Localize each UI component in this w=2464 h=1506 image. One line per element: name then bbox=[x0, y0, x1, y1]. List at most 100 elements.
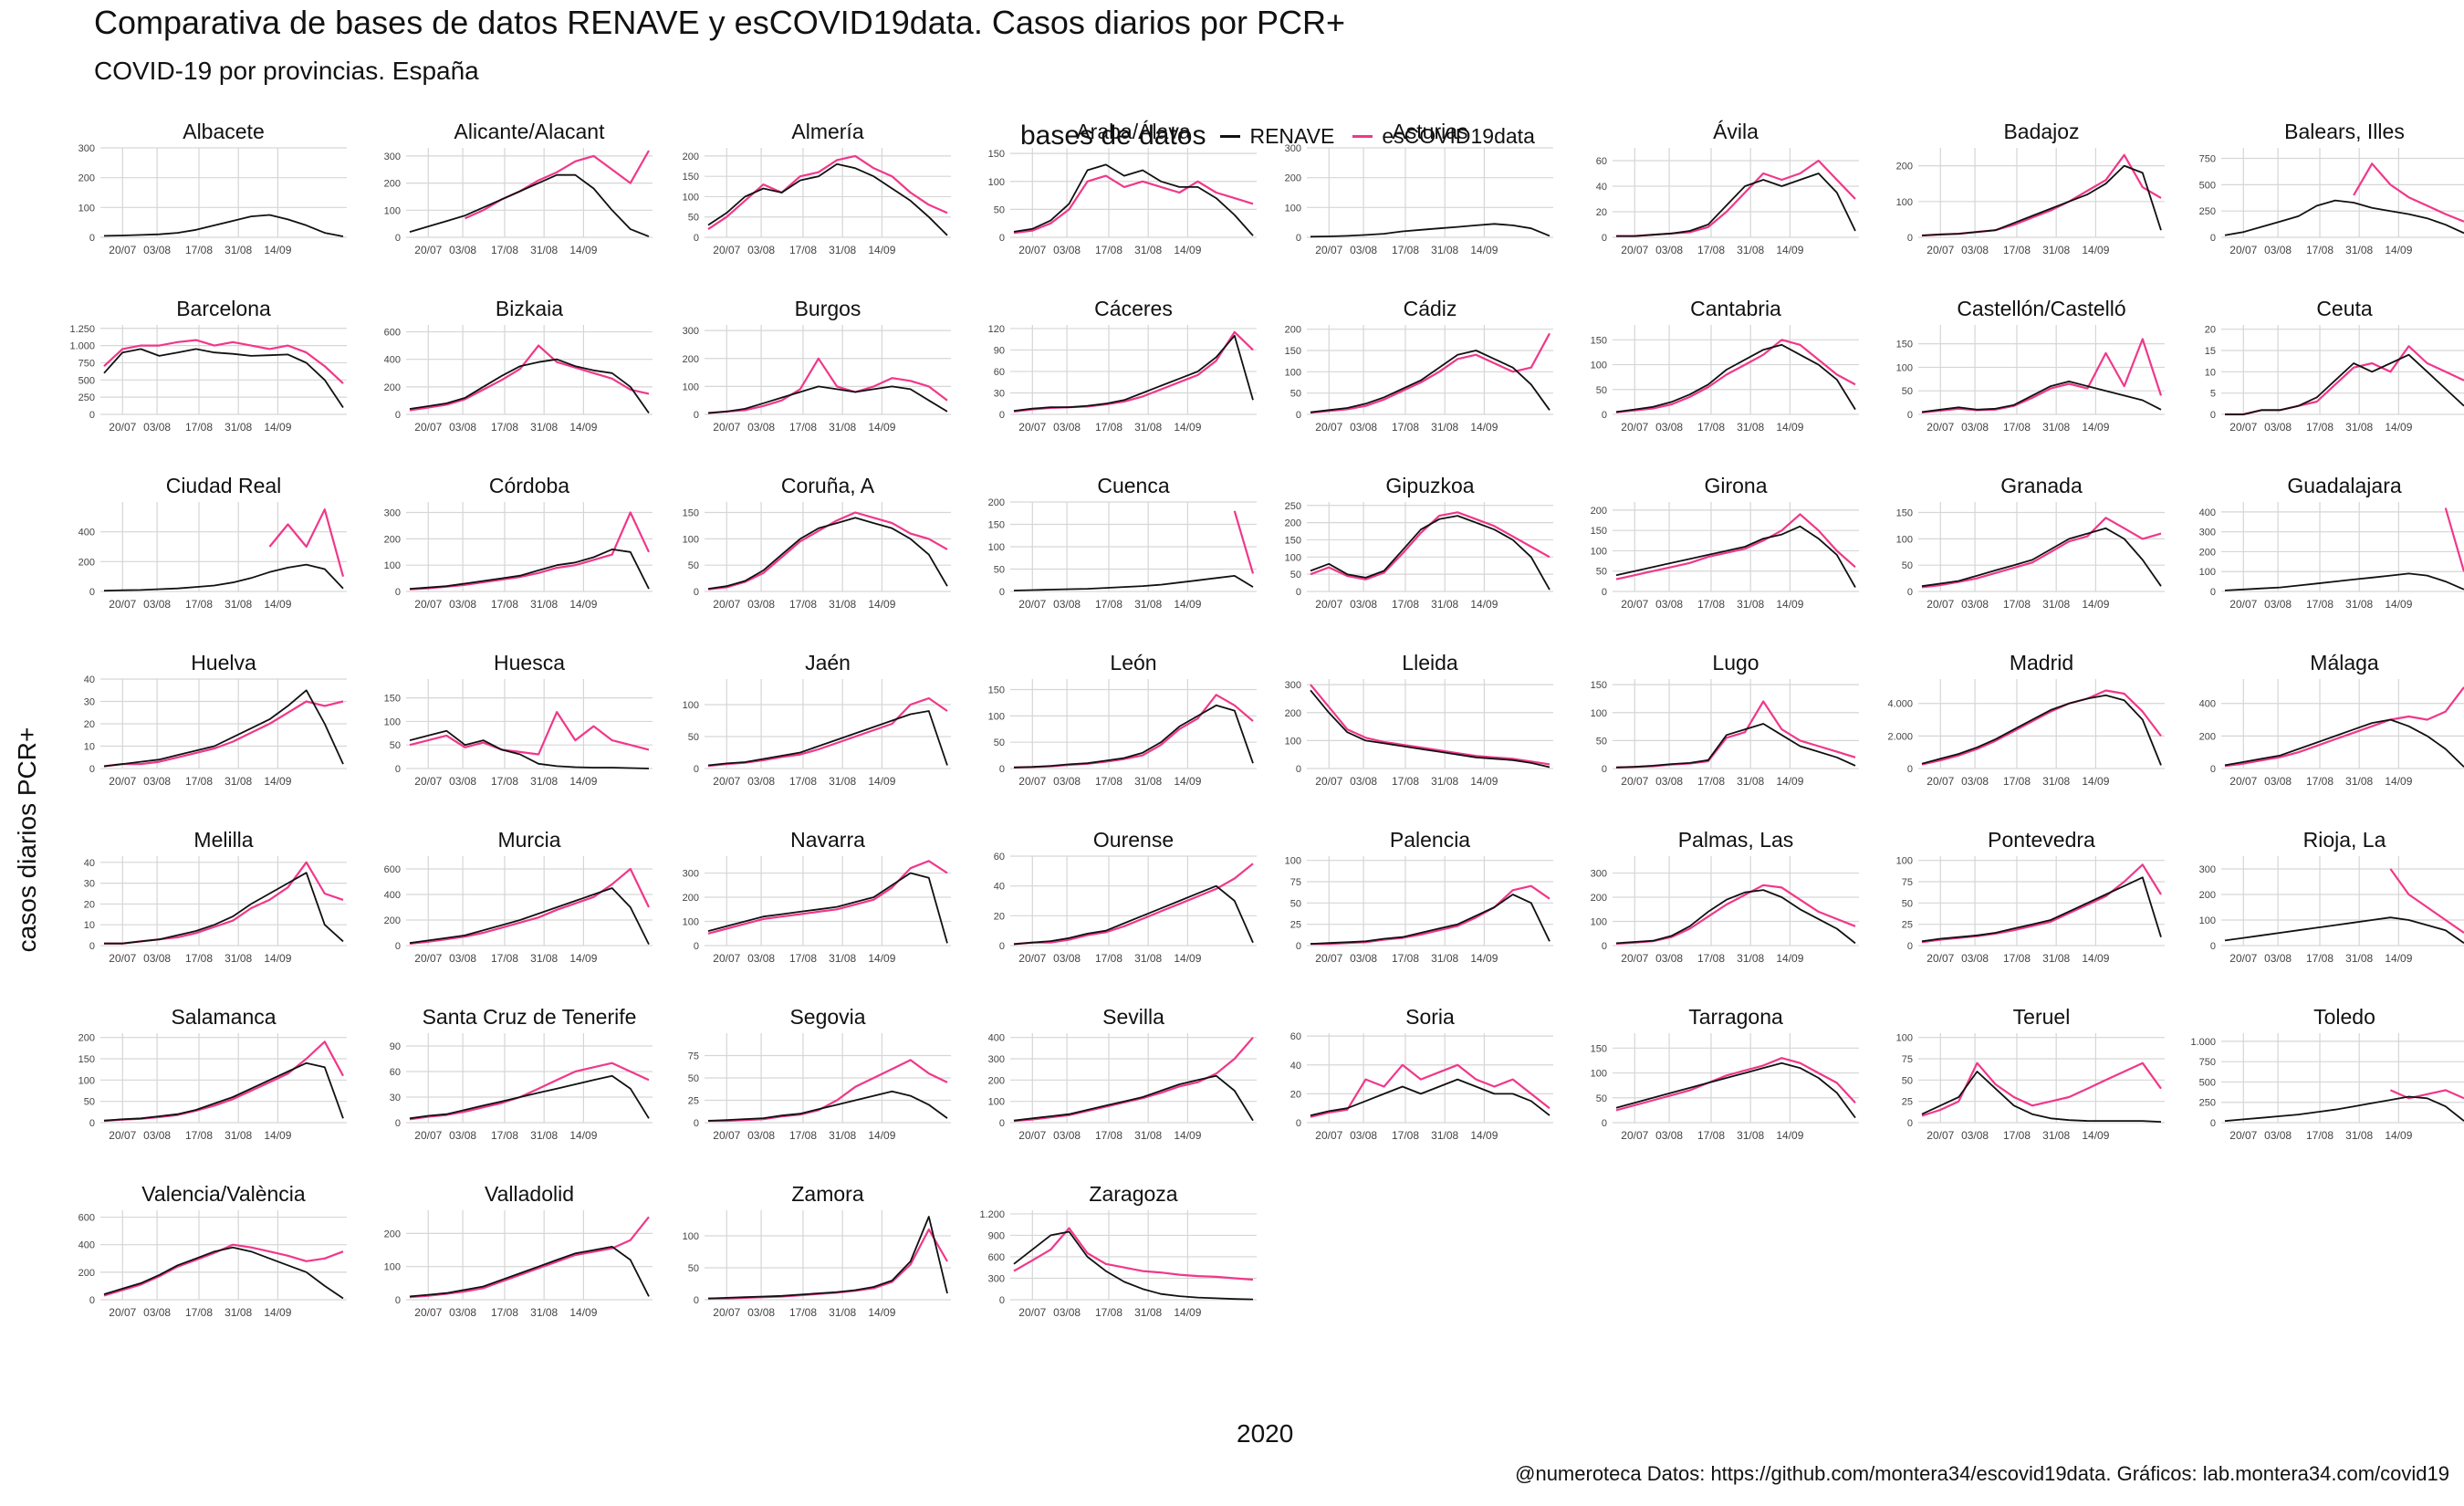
y-tick-label: 120 bbox=[988, 324, 1005, 335]
x-tick-label: 17/08 bbox=[2306, 952, 2333, 965]
y-tick-label: 400 bbox=[2199, 699, 2216, 710]
x-tick-label: 31/08 bbox=[530, 244, 558, 256]
facet-title: Madrid bbox=[2010, 651, 2073, 675]
series-escovid19data-line bbox=[2444, 507, 2464, 572]
series-renave-line bbox=[707, 385, 948, 414]
series-renave-line bbox=[1013, 704, 1254, 769]
facet-lugo: Lugo 0 50 100 150 20/07 03/08 17/08 31/08 14/09 bbox=[1591, 651, 1859, 788]
facet-avila: Ávila 0 20 40 60 20/07 03/08 17/08 31/08 14/09 bbox=[1596, 120, 1859, 256]
facet-granada: Granada 0 50 100 150 20/07 03/08 17/08 31/08 14/0… bbox=[1896, 474, 2165, 611]
y-tick-label: 60 bbox=[1290, 1031, 1301, 1042]
x-tick-label: 03/08 bbox=[449, 244, 476, 256]
x-tick-label: 20/07 bbox=[1315, 775, 1342, 788]
y-tick-label: 50 bbox=[1902, 898, 1913, 909]
y-tick-label: 75 bbox=[1290, 877, 1301, 888]
facet-santa-cruz-de-tenerife: Santa Cruz de Tenerife 0 30 60 90 20/07 03/08 1… bbox=[390, 1005, 653, 1142]
y-tick-label: 100 bbox=[1285, 856, 1301, 867]
y-tick-label: 0 bbox=[1296, 941, 1301, 952]
facet-barcelona: Barcelona 0 250 500 750 1.000 1.250 20/07 03/08 1… bbox=[69, 297, 347, 434]
y-tick-label: 750 bbox=[2199, 1057, 2216, 1068]
y-tick-label: 50 bbox=[1902, 1075, 1913, 1086]
series-escovid19data-line bbox=[1310, 684, 1550, 766]
x-tick-label: 31/08 bbox=[224, 598, 252, 611]
x-tick-label: 31/08 bbox=[1431, 775, 1458, 788]
x-tick-label: 03/08 bbox=[2264, 775, 2292, 788]
x-tick-label: 14/09 bbox=[264, 1306, 291, 1319]
facet-title: Albacete bbox=[183, 120, 265, 143]
x-tick-label: 17/08 bbox=[2003, 1129, 2031, 1142]
y-tick-label: 100 bbox=[1591, 1069, 1607, 1080]
x-tick-label: 14/09 bbox=[1174, 598, 1201, 611]
x-tick-label: 31/08 bbox=[1737, 952, 1764, 965]
y-tick-label: 150 bbox=[988, 520, 1005, 531]
x-tick-label: 20/07 bbox=[1926, 775, 1954, 788]
series-escovid19data-line bbox=[2353, 162, 2464, 223]
x-tick-label: 17/08 bbox=[185, 775, 213, 788]
y-tick-label: 10 bbox=[2205, 367, 2216, 378]
series-renave-line bbox=[2224, 718, 2464, 768]
x-tick-label: 03/08 bbox=[1350, 598, 1377, 611]
y-tick-label: 100 bbox=[384, 1262, 401, 1273]
y-tick-label: 150 bbox=[1285, 535, 1301, 546]
x-tick-label: 17/08 bbox=[1392, 244, 1419, 256]
y-tick-label: 40 bbox=[1596, 182, 1607, 193]
series-escovid19data-line bbox=[268, 508, 345, 577]
x-tick-label: 17/08 bbox=[491, 1306, 518, 1319]
x-tick-label: 31/08 bbox=[1431, 421, 1458, 434]
y-tick-label: 250 bbox=[2199, 1098, 2216, 1109]
x-tick-label: 17/08 bbox=[789, 952, 817, 965]
facet-palmas-las: Palmas, Las 0 100 200 300 20/07 03/08 17/08 31/0… bbox=[1591, 828, 1859, 965]
y-tick-label: 150 bbox=[1896, 508, 1913, 519]
facet-melilla: Melilla 0 10 20 30 40 20/07 03/08 17/08 31/08 14/0… bbox=[84, 828, 347, 965]
series-renave-line bbox=[1921, 1071, 2162, 1123]
facet-sevilla: Sevilla 0 100 200 300 400 20/07 03/08 17/08 31/08… bbox=[988, 1005, 1257, 1142]
series-renave-line bbox=[103, 214, 344, 237]
y-tick-label: 1.000 bbox=[69, 341, 95, 352]
y-tick-label: 300 bbox=[1285, 143, 1301, 154]
y-tick-label: 50 bbox=[1902, 386, 1913, 397]
y-tick-label: 0 bbox=[2210, 587, 2216, 598]
x-tick-label: 17/08 bbox=[1697, 421, 1725, 434]
y-tick-label: 100 bbox=[1591, 917, 1607, 928]
facet-title: Burgos bbox=[795, 297, 861, 320]
y-tick-label: 0 bbox=[89, 941, 95, 952]
x-tick-label: 20/07 bbox=[109, 244, 136, 256]
x-tick-label: 17/08 bbox=[1697, 1129, 1725, 1142]
x-tick-label: 17/08 bbox=[491, 1129, 518, 1142]
x-tick-label: 14/09 bbox=[2082, 598, 2109, 611]
series-escovid19data-line bbox=[1921, 1062, 2162, 1117]
x-tick-label: 17/08 bbox=[1392, 952, 1419, 965]
y-tick-label: 100 bbox=[1285, 367, 1301, 378]
x-tick-label: 14/09 bbox=[1174, 244, 1201, 256]
x-tick-label: 14/09 bbox=[868, 1129, 895, 1142]
x-tick-label: 31/08 bbox=[2042, 598, 2070, 611]
y-tick-label: 100 bbox=[1896, 362, 1913, 373]
y-tick-label: 250 bbox=[1285, 501, 1301, 512]
facet-title: Cádiz bbox=[1404, 297, 1457, 320]
x-tick-label: 17/08 bbox=[2306, 598, 2333, 611]
facet-title: Valencia/València bbox=[141, 1182, 306, 1206]
x-tick-label: 03/08 bbox=[449, 1306, 476, 1319]
x-tick-label: 03/08 bbox=[449, 421, 476, 434]
y-tick-label: 300 bbox=[683, 326, 699, 337]
series-escovid19data-line bbox=[1013, 1036, 1254, 1123]
x-tick-label: 31/08 bbox=[829, 1306, 856, 1319]
facet-salamanca: Salamanca 0 50 100 150 200 20/07 03/08 17/08 31/0… bbox=[78, 1005, 347, 1142]
y-tick-label: 60 bbox=[1596, 156, 1607, 167]
y-tick-label: 0 bbox=[89, 233, 95, 244]
series-renave-line bbox=[409, 358, 650, 414]
facet-title: Teruel bbox=[2013, 1005, 2071, 1029]
x-tick-label: 20/07 bbox=[1018, 244, 1046, 256]
chart-title: Comparativa de bases de datos RENAVE y e… bbox=[94, 4, 1345, 41]
x-tick-label: 20/07 bbox=[1621, 421, 1648, 434]
y-tick-label: 0 bbox=[1296, 587, 1301, 598]
y-tick-label: 300 bbox=[988, 1273, 1005, 1284]
facet-alicante-alacant: Alicante/Alacant 0 100 200 300 20/07 03/08 17/0… bbox=[384, 120, 653, 256]
y-tick-label: 25 bbox=[688, 1096, 699, 1107]
y-tick-label: 60 bbox=[390, 1067, 401, 1078]
series-renave-line bbox=[2224, 572, 2464, 591]
y-tick-label: 500 bbox=[78, 375, 95, 386]
x-tick-label: 17/08 bbox=[185, 952, 213, 965]
facet-title: Castellón/Castelló bbox=[1957, 297, 2125, 320]
x-tick-label: 20/07 bbox=[713, 775, 740, 788]
